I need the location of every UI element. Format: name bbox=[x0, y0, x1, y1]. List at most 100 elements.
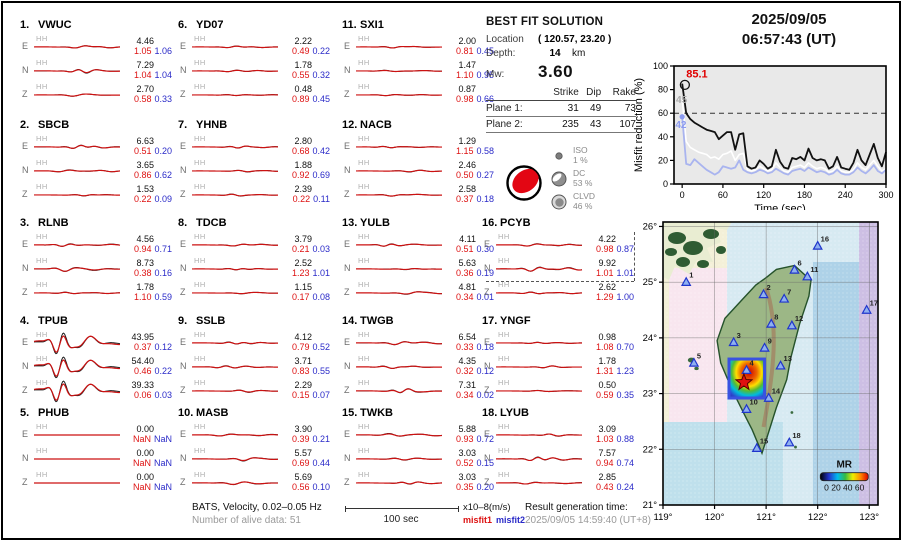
map-station-number: 5 bbox=[697, 351, 701, 360]
waveform-row-YNGF-Z: Z HH 0.50 0.59 0.35 bbox=[482, 378, 634, 402]
best-misfit-annotation: 85.1 bbox=[686, 68, 707, 80]
best-value-marker bbox=[679, 79, 691, 91]
waveform-synthetic-line bbox=[191, 193, 279, 197]
channel-band-label: HH bbox=[36, 280, 48, 289]
misfit2-value: 0.22 bbox=[312, 46, 330, 56]
waveform-row-LYUB-N: N HH 7.57 0.94 0.74 bbox=[482, 446, 634, 470]
amplitude-value: 2.39 bbox=[294, 183, 312, 194]
map-station-marker-12 bbox=[786, 319, 798, 330]
waveform-row-SXI1-Z: Z HH 0.87 0.98 0.66 bbox=[342, 82, 494, 106]
misfit2-value: 0.22 bbox=[154, 366, 172, 376]
station-header: 13. YULB bbox=[342, 217, 390, 229]
station-header: 12. NACB bbox=[342, 119, 392, 131]
component-label: N bbox=[484, 453, 491, 463]
map-station-marker-6 bbox=[789, 264, 800, 274]
component-label: N bbox=[180, 165, 187, 175]
colorbar-ticks: 0 20 40 60 bbox=[824, 483, 864, 493]
misfit2-value: 0.52 bbox=[312, 342, 330, 352]
waveform-synthetic-line bbox=[355, 433, 443, 437]
waveform-synthetic-line bbox=[355, 457, 443, 461]
component-label: E bbox=[344, 41, 351, 51]
waveform-row-YULB-N: N HH 5.63 0.36 0.19 bbox=[342, 256, 494, 280]
misfit1-value: 0.59 bbox=[595, 390, 614, 400]
amplitude-value: 4.22 bbox=[598, 233, 616, 244]
amplitude-value: 2.00 bbox=[458, 35, 476, 46]
component-label: Z bbox=[22, 189, 28, 199]
map-station-number: 13 bbox=[784, 354, 792, 363]
epicenter-misfit-grid bbox=[727, 357, 767, 400]
misfit2-value: 1.01 bbox=[312, 268, 330, 278]
station-header: 7. YHNB bbox=[178, 119, 228, 131]
component-label: N bbox=[180, 65, 187, 75]
dc-icon bbox=[551, 171, 567, 186]
location-label: Location bbox=[486, 34, 524, 45]
map-station-marker-3 bbox=[728, 336, 739, 347]
amplitude-value: 1.47 bbox=[458, 59, 476, 70]
station-panel-YD07: 6. YD07 E HH 2.22 0.49 0.22 N HH 1.78 0.55 0.32 Z HH 0… bbox=[178, 18, 330, 114]
waveform-row-LYUB-Z: Z HH 2.85 0.43 0.24 bbox=[482, 470, 634, 494]
map-station-number: 18 bbox=[792, 431, 800, 440]
misfit1-label: misfit1 bbox=[463, 515, 493, 525]
misfit2-value: 0.03 bbox=[312, 244, 330, 254]
amplitude-value: 7.29 bbox=[136, 59, 154, 70]
decomposition-label: ISO 1 % bbox=[573, 145, 588, 165]
misfit1-value: 0.32 bbox=[455, 366, 474, 376]
misfit1-value: NaN bbox=[132, 482, 151, 492]
misfit1-value: 0.34 bbox=[455, 292, 474, 302]
amplitude-value: 1.78 bbox=[136, 281, 154, 292]
waveform-row-TDCB-N: N HH 2.52 1.23 1.01 bbox=[178, 256, 330, 280]
waveform-synthetic-line bbox=[355, 45, 442, 49]
misfit1-value: 0.39 bbox=[291, 434, 310, 444]
channel-band-label: HH bbox=[194, 34, 206, 43]
component-label: E bbox=[22, 141, 29, 151]
waveform-row-YD07-E: E HH 2.22 0.49 0.22 bbox=[178, 34, 330, 58]
misfit1-value: NaN bbox=[132, 458, 151, 468]
waveform-synthetic-line bbox=[355, 169, 443, 173]
best-fit-solution-panel: BEST FIT SOLUTION Location ( 120.57, 23.… bbox=[486, 16, 638, 133]
waveform-row-VWUC-Z: Z HH 2.70 0.58 0.33 bbox=[20, 82, 172, 106]
amplitude-value: 4.46 bbox=[136, 35, 154, 46]
waveform-row-NACB-N: N HH 2.46 0.50 0.27 bbox=[342, 158, 494, 182]
waveform-synthetic-line bbox=[355, 388, 442, 394]
component-label: E bbox=[22, 429, 29, 439]
channel-band-label: HH bbox=[194, 158, 206, 167]
misfit2-value: 0.44 bbox=[312, 458, 330, 468]
channel-band-label: HH bbox=[498, 378, 510, 387]
amplitude-value: 0.00 bbox=[136, 447, 154, 458]
misfit1-value: 0.51 bbox=[133, 146, 152, 156]
amplitude-value: 54.40 bbox=[131, 355, 154, 366]
misfit1-value: 0.69 bbox=[291, 458, 310, 468]
station-header: 11. SXI1 bbox=[342, 19, 384, 31]
channel-band-label: HH bbox=[36, 422, 48, 431]
sdr-row: Plane 1: 31 49 73 bbox=[486, 100, 636, 117]
misfit2-value: NaN bbox=[153, 482, 172, 492]
station-panel-YHNB: 7. YHNB E HH 2.80 0.68 0.42 N HH 1.88 0.92 0.69 Z HH 2… bbox=[178, 118, 330, 214]
amplitude-value: 1.88 bbox=[294, 159, 312, 170]
misfit1-value: 0.86 bbox=[133, 170, 152, 180]
waveform-row-SXI1-N: N HH 1.47 1.10 0.95 bbox=[342, 58, 494, 82]
waveform-synthetic-line bbox=[33, 93, 121, 97]
waveform-synthetic-line bbox=[33, 267, 120, 272]
misfit1-value: 0.94 bbox=[595, 458, 614, 468]
waveform-row-TWGB-Z: Z HH 7.31 0.34 0.02 bbox=[342, 378, 494, 402]
misfit2-value: 0.10 bbox=[312, 482, 330, 492]
misfit2-value: 0.08 bbox=[312, 292, 330, 302]
component-label: E bbox=[344, 239, 351, 249]
waveform-row-YHNB-Z: Z HH 2.39 0.22 0.11 bbox=[178, 182, 330, 206]
misfit1-value: 1.23 bbox=[291, 268, 310, 278]
amplitude-value: 0.98 bbox=[598, 331, 616, 342]
mw-label: Mw: bbox=[486, 69, 505, 80]
component-label: N bbox=[484, 361, 491, 371]
y-tick-label: 60 bbox=[658, 108, 668, 118]
misfit2-value: 0.42 bbox=[312, 146, 330, 156]
channel-band-label: HH bbox=[36, 470, 48, 479]
waveform-synthetic-line bbox=[191, 433, 279, 437]
depth-unit: km bbox=[572, 48, 586, 59]
station-panel-MASB: 10. MASB E HH 3.90 0.39 0.21 N HH 5.57 0.69 0.44 Z HH… bbox=[178, 406, 330, 502]
waveform-row-TWGB-E: E HH 6.54 0.33 0.18 bbox=[342, 330, 494, 354]
waveform-synthetic-line bbox=[33, 194, 121, 197]
mr-colorbar bbox=[819, 472, 869, 482]
component-label: E bbox=[484, 429, 491, 439]
misfit2-value: 0.16 bbox=[154, 268, 172, 278]
